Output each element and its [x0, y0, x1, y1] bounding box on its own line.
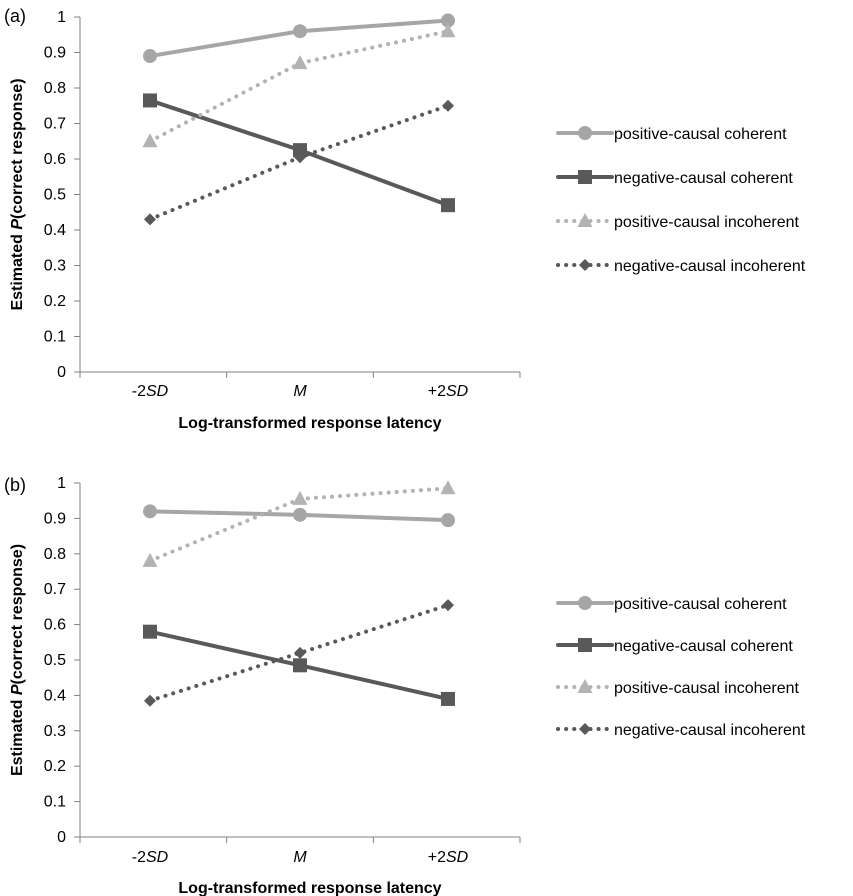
y-tick-label: 0.7 — [44, 116, 66, 133]
legend-marker — [578, 638, 592, 652]
y-tick-label: 0.9 — [44, 510, 66, 527]
legend-item: positive-causal coherent — [556, 126, 787, 143]
y-tick-label: 0.1 — [44, 794, 66, 811]
data-point — [441, 13, 455, 28]
y-tick-label: 0.3 — [44, 258, 66, 275]
data-point — [142, 133, 158, 148]
legend-item: negative-causal incoherent — [556, 722, 806, 739]
legend-marker — [577, 213, 593, 227]
chart-panel-b: (b) 0 0.1 0.2 0.3 0.4 0.5 0.6 0.7 0.8 0.9 1 -2SD M +2S… — [4, 475, 806, 896]
y-tick-label: 0.1 — [44, 329, 66, 346]
series-line — [148, 103, 450, 222]
x-tick-label: -2SD — [132, 849, 169, 866]
legend-marker — [578, 126, 592, 140]
data-point — [294, 151, 306, 164]
legend-label: negative-causal incoherent — [614, 258, 806, 275]
legend-item: negative-causal coherent — [556, 638, 793, 655]
y-tick-label: 0.5 — [44, 652, 66, 669]
y-tick-label: 0.9 — [44, 45, 66, 62]
legend-label: positive-causal coherent — [614, 126, 787, 143]
data-point — [143, 93, 157, 108]
data-point — [293, 507, 307, 522]
legend-label: positive-causal incoherent — [614, 214, 800, 231]
series-negative-causal-incoherent — [144, 599, 454, 707]
y-tick-label: 0 — [57, 364, 66, 381]
x-tick-label: -2SD — [132, 383, 169, 400]
series-positive-causal-coherent — [143, 13, 455, 64]
y-tick-label: 0.6 — [44, 617, 66, 634]
legend-item: positive-causal incoherent — [556, 213, 800, 231]
data-point — [441, 513, 455, 528]
x-tick-label: +2SD — [428, 849, 469, 866]
data-point — [292, 490, 308, 505]
data-point — [142, 552, 158, 567]
y-tick-label: 0.4 — [44, 222, 66, 239]
legend-label: negative-causal coherent — [614, 170, 793, 187]
panel-label: (a) — [4, 6, 26, 26]
y-tick-label: 0.8 — [44, 80, 66, 97]
series-line — [148, 603, 450, 703]
legend-item: positive-causal coherent — [556, 596, 787, 613]
series-positive-causal-coherent — [143, 504, 455, 528]
y-tick-label: 0.5 — [44, 187, 66, 204]
legend-label: positive-causal incoherent — [614, 680, 800, 697]
series-positive-causal-incoherent — [142, 480, 456, 567]
series-negative-causal-coherent — [143, 624, 455, 706]
y-tick-label: 0.4 — [44, 687, 66, 704]
legend-marker — [578, 170, 592, 184]
data-point — [442, 99, 454, 112]
data-point — [293, 658, 307, 673]
legend-label: negative-causal incoherent — [614, 722, 806, 739]
y-tick-label: 0.8 — [44, 546, 66, 563]
data-point — [440, 480, 456, 495]
data-point — [292, 55, 308, 70]
data-point — [294, 646, 306, 659]
y-tick-label: 1 — [57, 9, 66, 26]
data-point — [441, 198, 455, 213]
y-tick-label: 0.2 — [44, 758, 66, 775]
series-positive-causal-incoherent — [142, 23, 456, 148]
data-point — [440, 23, 456, 38]
legend: positive-causal coherent negative-causal … — [556, 596, 806, 739]
chart-panel-a: (a) 0 0.1 0.2 0.3 0.4 0.5 0.6 0.7 0.8 0.9 1 -2SD M +2S… — [4, 6, 806, 432]
y-tick-label: 0.2 — [44, 293, 66, 310]
data-point — [442, 599, 454, 612]
data-point — [144, 213, 156, 226]
legend-label: positive-causal coherent — [614, 596, 787, 613]
legend-marker — [579, 723, 591, 735]
y-tick-label: 0 — [57, 829, 66, 846]
legend-marker — [579, 259, 591, 271]
series-negative-causal-incoherent — [144, 99, 454, 226]
y-tick-label: 1 — [57, 475, 66, 492]
y-axis-label: Estimated P(correct response) — [9, 78, 26, 310]
data-point — [144, 694, 156, 707]
y-tick-label: 0.7 — [44, 581, 66, 598]
data-point — [293, 143, 307, 158]
x-tick-label: +2SD — [428, 383, 469, 400]
data-point — [441, 691, 455, 706]
y-axis-label: Estimated P(correct response) — [9, 544, 26, 776]
x-tick-label: M — [293, 849, 307, 866]
legend-item: negative-causal coherent — [556, 170, 793, 187]
legend-item: positive-causal incoherent — [556, 679, 800, 697]
x-tick-label: M — [293, 383, 307, 400]
data-point — [143, 504, 157, 519]
legend: positive-causal coherent negative-causal … — [556, 126, 806, 275]
legend-marker — [578, 596, 592, 610]
x-axis-label: Log-transformed response latency — [178, 880, 441, 896]
panel-label: (b) — [4, 475, 26, 495]
data-point — [293, 24, 307, 39]
x-axis-label: Log-transformed response latency — [178, 415, 441, 432]
y-tick-label: 0.6 — [44, 151, 66, 168]
legend-item: negative-causal incoherent — [556, 258, 806, 275]
legend-marker — [577, 679, 593, 693]
data-point — [143, 49, 157, 64]
data-point — [143, 624, 157, 639]
legend-label: negative-causal coherent — [614, 638, 793, 655]
y-tick-label: 0.3 — [44, 723, 66, 740]
